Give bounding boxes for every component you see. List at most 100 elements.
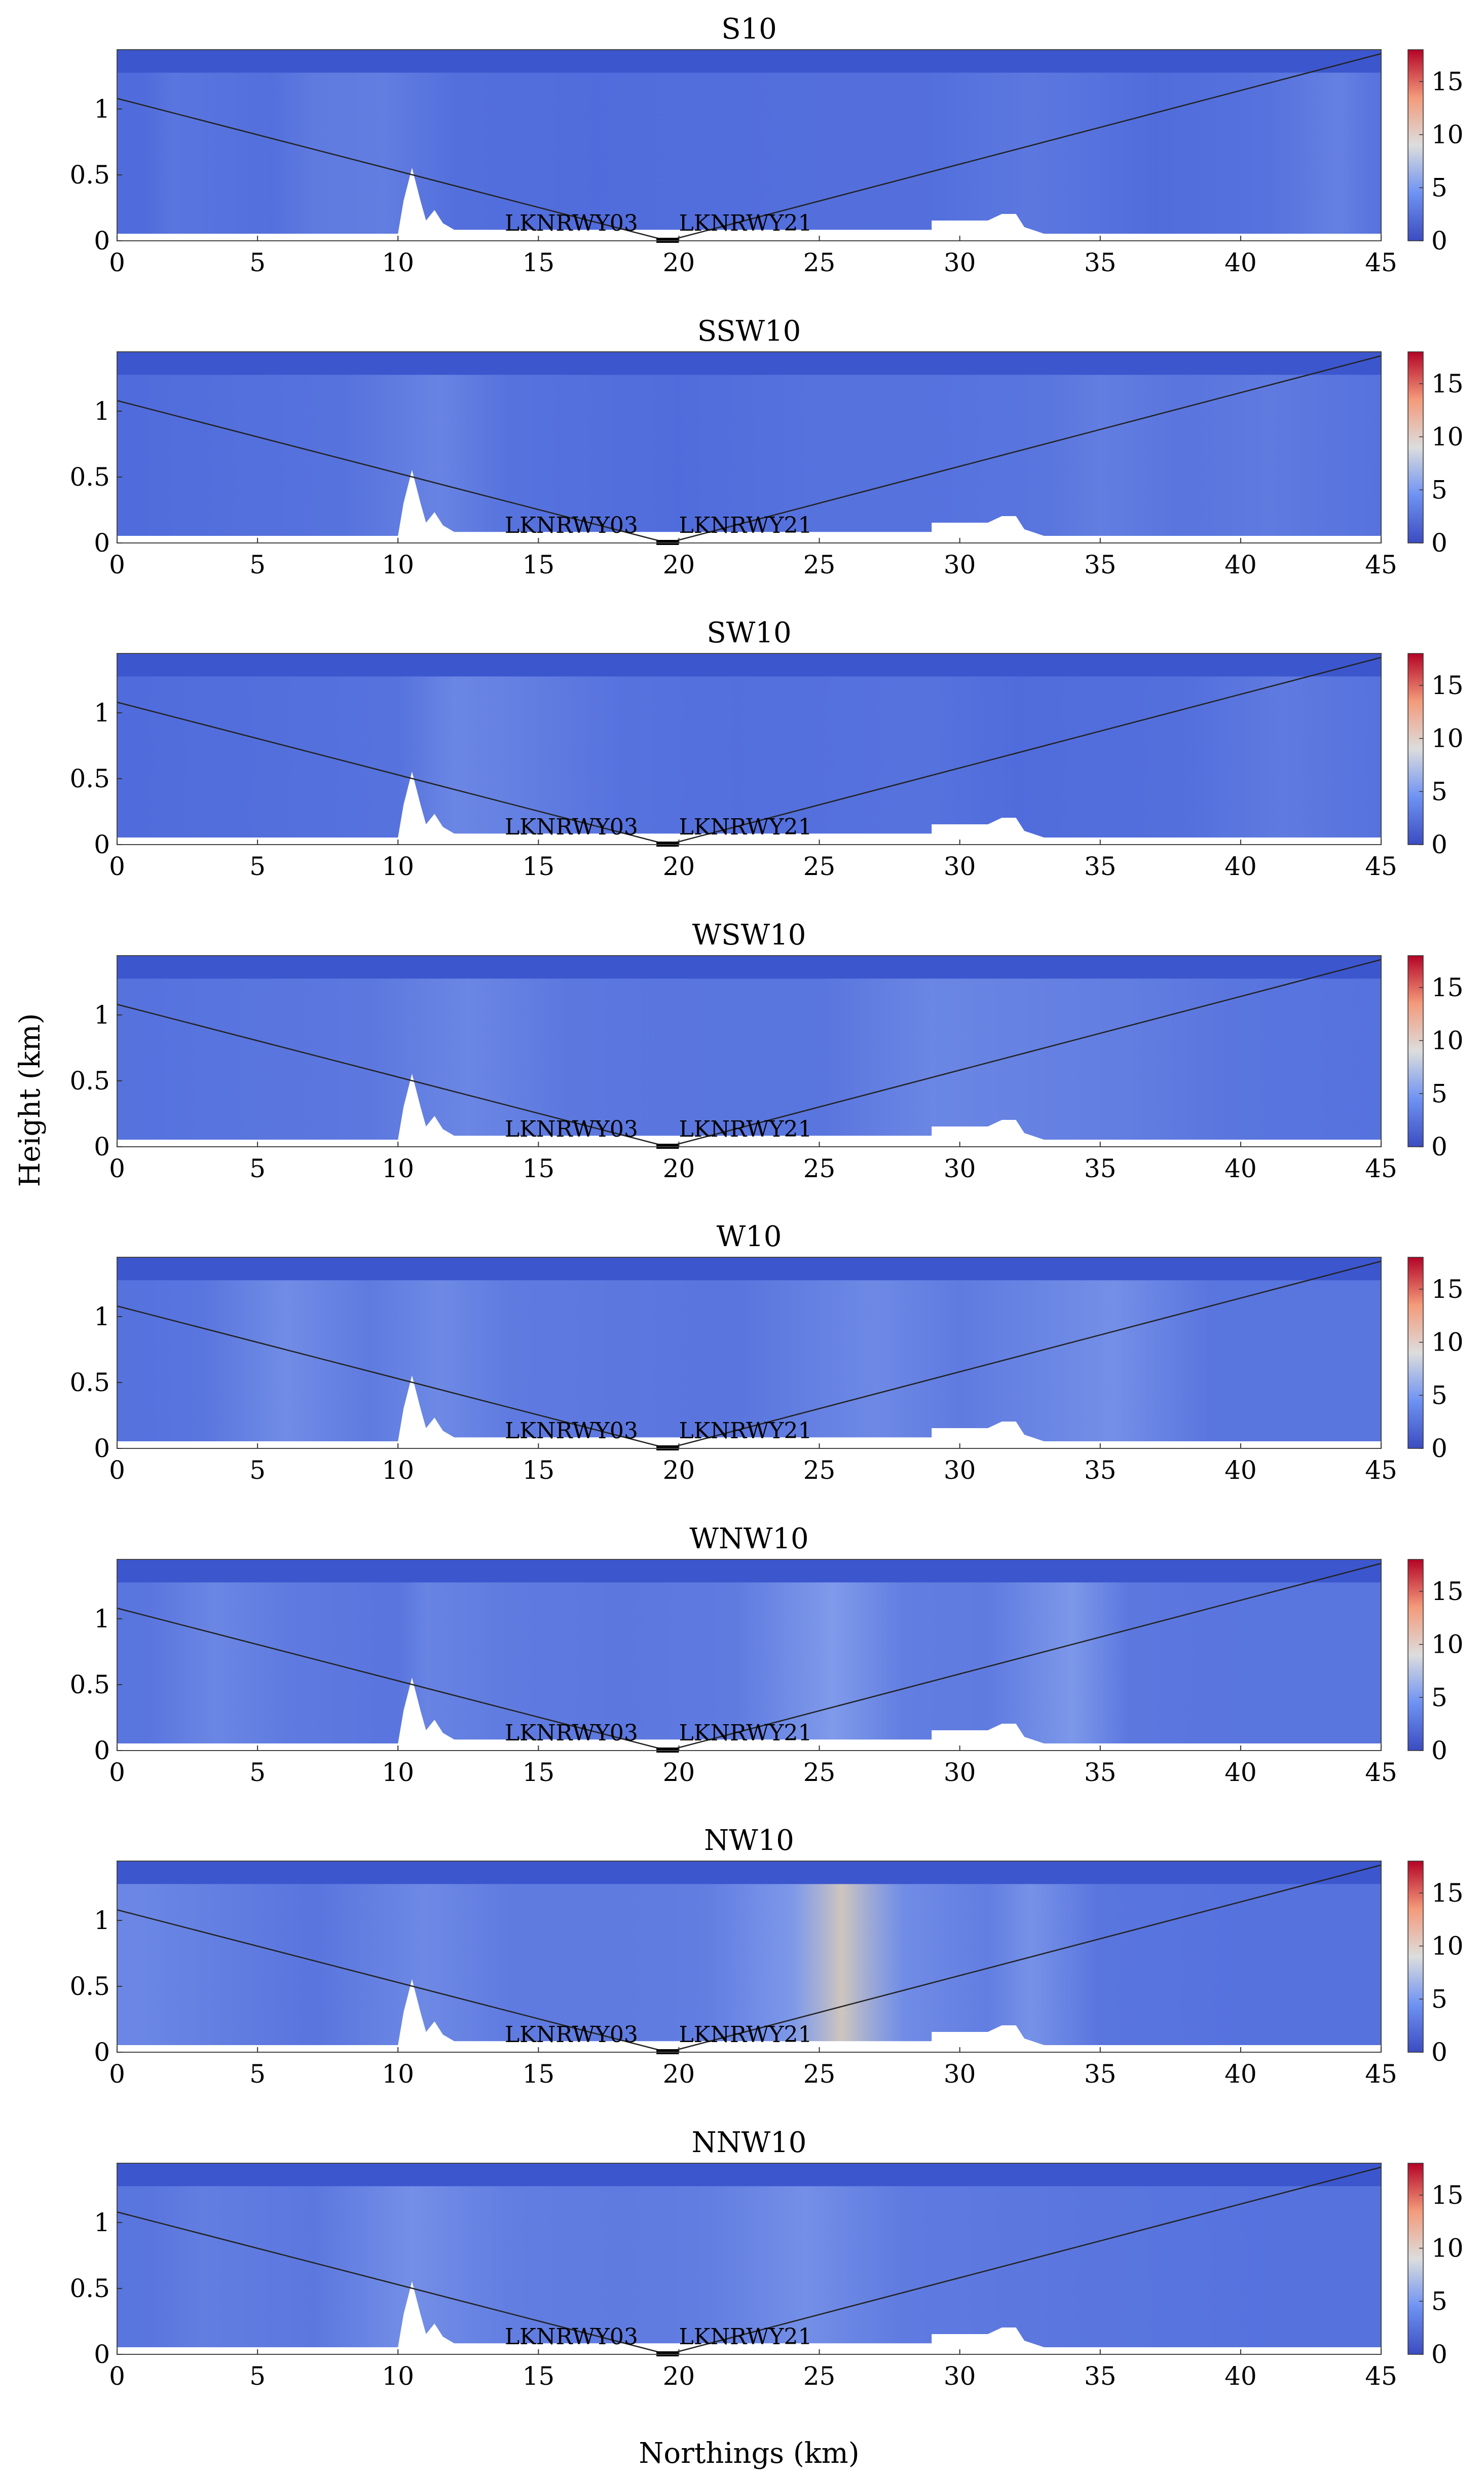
colorbar-tick-label: 15 <box>1431 1275 1464 1304</box>
colorbar <box>1407 2163 1424 2355</box>
x-tick-label: 45 <box>1365 1758 1397 1787</box>
runway-label-21: LKNRWY21 <box>679 1116 812 1142</box>
x-tick-label: 25 <box>803 1456 836 1485</box>
x-tick-label: 5 <box>249 852 266 881</box>
x-tick-label: 40 <box>1225 2361 1257 2391</box>
ground-strip <box>117 1140 1381 1147</box>
ground-strip <box>117 536 1381 543</box>
plot-frame <box>117 955 1382 1147</box>
x-tick-label: 10 <box>382 550 414 579</box>
x-tick-label: 35 <box>1084 1154 1117 1183</box>
colorbar-tick-label: 5 <box>1431 173 1448 202</box>
terrain-mask <box>117 470 1044 543</box>
x-tick-label: 30 <box>944 2059 976 2089</box>
colorbar-tick-label: 0 <box>1431 830 1448 859</box>
y-tick-label: 0.5 <box>69 1066 110 1096</box>
heatmap-upper-band <box>117 653 1381 677</box>
y-tick-label: 0 <box>94 2340 110 2369</box>
x-tick-label: 15 <box>523 2059 555 2089</box>
x-tick-label: 20 <box>663 852 695 881</box>
y-tick-label: 0.5 <box>69 2274 110 2303</box>
colorbar <box>1407 653 1424 845</box>
x-tick-label: 25 <box>803 1758 836 1787</box>
y-tick-label: 0.5 <box>69 462 110 492</box>
panel-title: W10 <box>717 1220 782 1253</box>
x-tick-label: 5 <box>249 2361 266 2391</box>
heatmap-field <box>117 1884 1381 2052</box>
colorbar-tick-label: 0 <box>1431 528 1448 558</box>
y-tick-label: 1 <box>94 1302 110 1331</box>
x-tick-label: 30 <box>944 1456 976 1485</box>
colorbar <box>1407 955 1424 1147</box>
runway-label-21: LKNRWY21 <box>679 2022 812 2048</box>
x-tick-label: 15 <box>523 2361 555 2391</box>
x-tick-label: 0 <box>109 1758 125 1787</box>
runway-label-21: LKNRWY21 <box>679 513 812 538</box>
heatmap-upper-band <box>117 1861 1381 1884</box>
x-tick-label: 45 <box>1365 1154 1397 1183</box>
plot-frame <box>117 1257 1382 1449</box>
y-tick-label: 0.5 <box>69 160 110 190</box>
x-tick-label: 35 <box>1084 2059 1117 2089</box>
colorbar <box>1407 351 1424 543</box>
heatmap-field <box>117 1582 1381 1751</box>
glide-path-rwy03 <box>117 701 668 846</box>
x-tick-label: 15 <box>523 248 555 277</box>
runway-label-03: LKNRWY03 <box>505 2022 638 2048</box>
heatmap-field <box>117 72 1381 241</box>
plot-frame <box>117 351 1382 543</box>
x-tick-label: 40 <box>1225 248 1257 277</box>
x-tick-label: 30 <box>944 1758 976 1787</box>
heatmap-upper-band <box>117 50 1381 73</box>
x-tick-label: 10 <box>382 2059 414 2089</box>
heatmap-field <box>117 676 1381 845</box>
x-tick-label: 30 <box>944 852 976 881</box>
panel-title: NNW10 <box>692 2126 807 2159</box>
x-tick-label: 45 <box>1365 248 1397 277</box>
plot-frame <box>117 1861 1382 2053</box>
y-tick-label: 0 <box>94 528 110 558</box>
x-tick-label: 20 <box>663 2059 695 2089</box>
x-tick-label: 5 <box>249 1758 266 1787</box>
terrain-mask <box>117 1678 1044 1751</box>
x-tick-label: 20 <box>663 248 695 277</box>
plot-frame <box>117 49 1382 241</box>
y-tick-label: 0.5 <box>69 764 110 793</box>
runway-label-03: LKNRWY03 <box>505 814 638 840</box>
colorbar-tick-label: 0 <box>1431 2340 1448 2369</box>
x-tick-label: 20 <box>663 550 695 579</box>
x-tick-label: 0 <box>109 1456 125 1485</box>
x-axis-label: Northings (km) <box>639 2437 859 2470</box>
colorbar-tick-label: 15 <box>1431 973 1464 1002</box>
x-tick-label: 45 <box>1365 852 1397 881</box>
glide-path-rwy21 <box>667 2166 1382 2355</box>
x-tick-label: 10 <box>382 2361 414 2391</box>
x-tick-label: 20 <box>663 2361 695 2391</box>
y-tick-label: 0.5 <box>69 1972 110 2001</box>
x-tick-label: 35 <box>1084 1758 1117 1787</box>
panel-title: NW10 <box>704 1824 794 1857</box>
runway-label-21: LKNRWY21 <box>679 210 812 236</box>
x-tick-label: 40 <box>1225 550 1257 579</box>
y-axis-label: Height (km) <box>14 1013 47 1187</box>
heatmap-upper-band <box>117 956 1381 979</box>
heatmap-upper-band <box>117 1559 1381 1583</box>
y-tick-label: 1 <box>94 1604 110 1633</box>
ground-strip <box>117 2045 1381 2052</box>
runway-label-21: LKNRWY21 <box>679 814 812 840</box>
x-tick-label: 25 <box>803 550 836 579</box>
x-tick-label: 0 <box>109 2059 125 2089</box>
runway-label-03: LKNRWY03 <box>505 1720 638 1746</box>
colorbar-tick-label: 0 <box>1431 1132 1448 1161</box>
x-tick-label: 40 <box>1225 1154 1257 1183</box>
colorbar-tick-label: 5 <box>1431 1079 1448 1108</box>
y-tick-label: 0 <box>94 1434 110 1463</box>
x-tick-label: 35 <box>1084 1456 1117 1485</box>
runway-label-03: LKNRWY03 <box>505 513 638 538</box>
plot-frame <box>117 653 1382 845</box>
x-tick-label: 15 <box>523 550 555 579</box>
colorbar-tick-label: 15 <box>1431 671 1464 700</box>
